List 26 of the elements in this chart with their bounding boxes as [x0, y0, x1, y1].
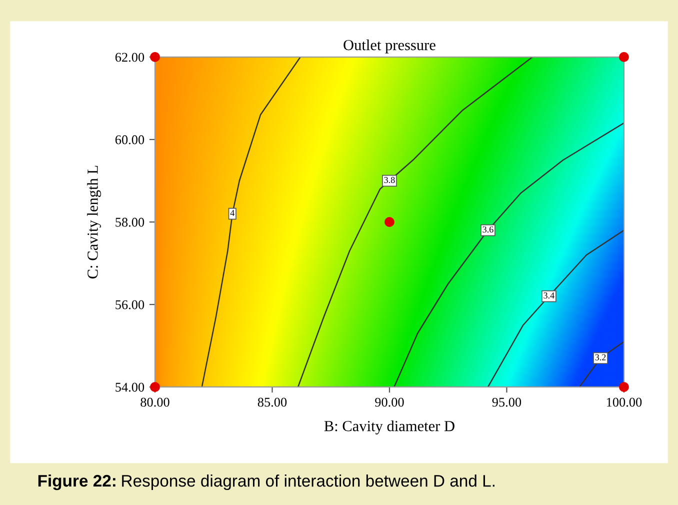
series-label: 3.6 — [482, 226, 494, 233]
y-axis-title: C: Cavity length L — [87, 166, 101, 278]
point — [150, 52, 160, 62]
line-series — [201, 57, 301, 387]
y-tick-label: 54.00 — [116, 382, 144, 392]
series-label: 3.2 — [595, 354, 606, 360]
x-tick-label: 95.00 — [492, 398, 522, 407]
series-label: 3.4 — [544, 292, 554, 299]
point — [618, 382, 629, 392]
chart-title: Outlet pressure — [344, 39, 436, 54]
point — [150, 382, 160, 392]
caption: Figure 22: Response diagram of interaction between D and L. — [38, 474, 494, 490]
y-tick-label: 60.00 — [115, 135, 144, 144]
point — [384, 217, 394, 227]
point — [618, 52, 629, 62]
x-tick-label: 100.00 — [606, 398, 642, 407]
x-tick-label: 85.00 — [258, 398, 287, 407]
series-label: 3.8 — [384, 176, 395, 184]
y-tick-label: 56.00 — [116, 300, 144, 310]
x-tick-label: 80.00 — [140, 398, 170, 407]
y-tick-label: 62.00 — [115, 52, 144, 62]
x-axis-title: B: Cavity diameter D — [324, 420, 454, 434]
y-tick-label: 58.00 — [116, 218, 144, 227]
line-series — [297, 57, 534, 387]
line-series — [394, 122, 624, 387]
x-tick-label: 90.00 — [375, 398, 404, 407]
